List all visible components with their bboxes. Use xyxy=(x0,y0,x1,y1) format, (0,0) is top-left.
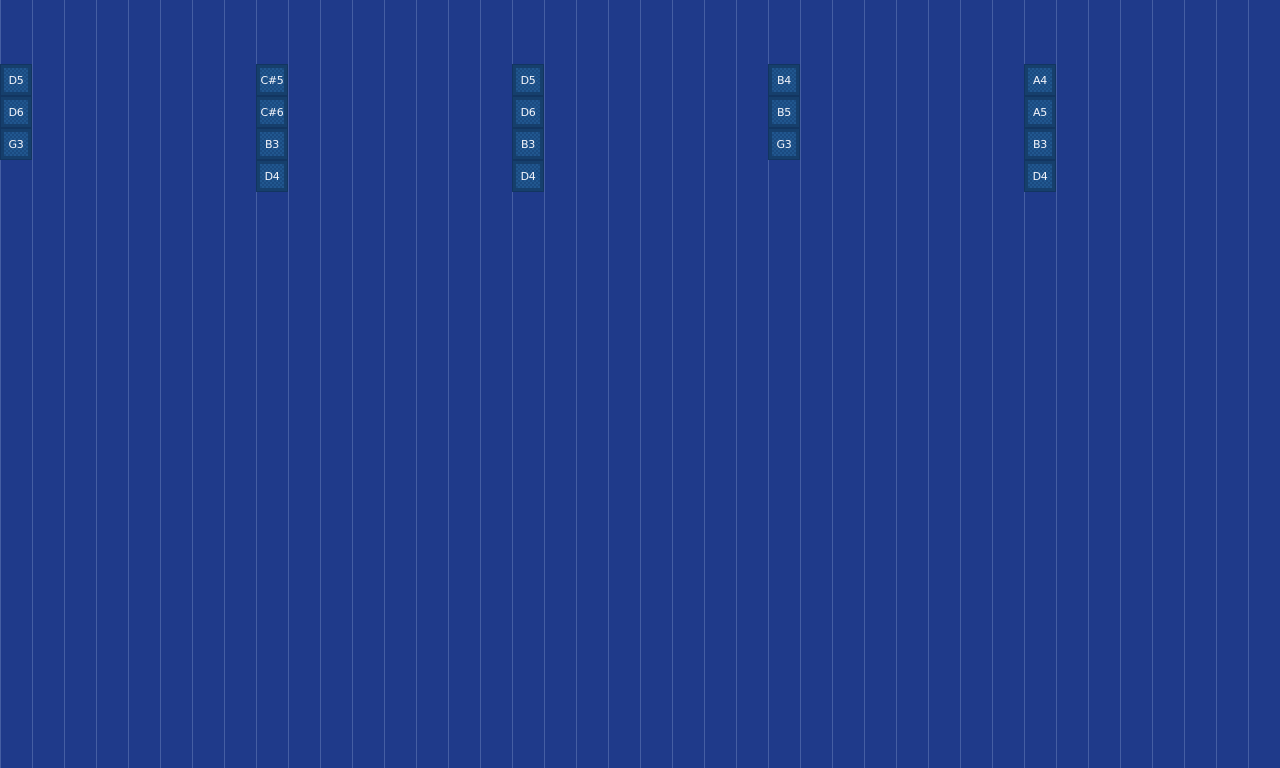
note-tile[interactable]: A5 xyxy=(1024,96,1056,128)
note-tile[interactable]: D5 xyxy=(512,64,544,96)
note-label: D4 xyxy=(516,164,540,188)
note-tile[interactable]: G3 xyxy=(768,128,800,160)
note-tile[interactable]: G3 xyxy=(0,128,32,160)
note-label: B3 xyxy=(1028,132,1052,156)
note-label: D5 xyxy=(4,68,28,92)
note-label: A4 xyxy=(1028,68,1052,92)
note-label: G3 xyxy=(772,132,796,156)
note-tile[interactable]: C#5 xyxy=(256,64,288,96)
note-tile[interactable]: D6 xyxy=(0,96,32,128)
note-label: A5 xyxy=(1028,100,1052,124)
note-tile[interactable]: D5 xyxy=(0,64,32,96)
note-label: B3 xyxy=(260,132,284,156)
note-label: B4 xyxy=(772,68,796,92)
note-label: G3 xyxy=(4,132,28,156)
note-column: C#5 C#6 B3 D4 xyxy=(256,64,288,192)
note-column: D5 D6 G3 xyxy=(0,64,32,160)
note-tile[interactable]: B4 xyxy=(768,64,800,96)
note-tile[interactable]: B3 xyxy=(1024,128,1056,160)
note-tile[interactable]: D6 xyxy=(512,96,544,128)
note-tile[interactable]: D4 xyxy=(256,160,288,192)
note-tile[interactable]: B3 xyxy=(512,128,544,160)
note-tile[interactable]: D4 xyxy=(512,160,544,192)
note-label: D6 xyxy=(516,100,540,124)
note-label: B5 xyxy=(772,100,796,124)
note-label: D4 xyxy=(260,164,284,188)
note-label: B3 xyxy=(516,132,540,156)
note-label: D4 xyxy=(1028,164,1052,188)
note-tile[interactable]: B3 xyxy=(256,128,288,160)
note-tile[interactable]: C#6 xyxy=(256,96,288,128)
note-label: D5 xyxy=(516,68,540,92)
note-column: B4 B5 G3 xyxy=(768,64,800,160)
note-tile[interactable]: D4 xyxy=(1024,160,1056,192)
note-label: C#5 xyxy=(260,68,284,92)
note-column: D5 D6 B3 D4 xyxy=(512,64,544,192)
note-label: C#6 xyxy=(260,100,284,124)
note-tile[interactable]: B5 xyxy=(768,96,800,128)
note-column: A4 A5 B3 D4 xyxy=(1024,64,1056,192)
note-tile[interactable]: A4 xyxy=(1024,64,1056,96)
note-label: D6 xyxy=(4,100,28,124)
